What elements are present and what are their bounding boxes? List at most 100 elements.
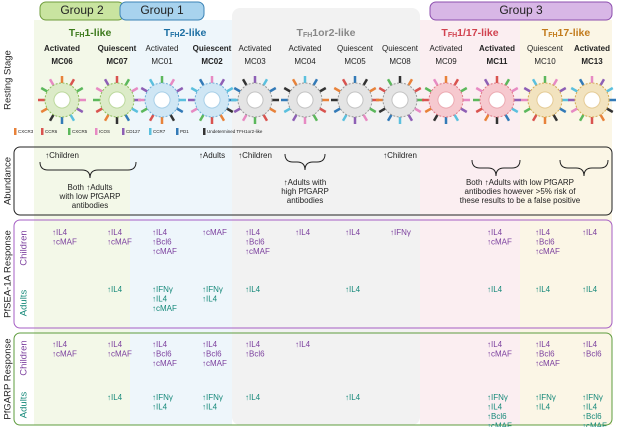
response-marker: ↑IL4 xyxy=(245,393,261,402)
marker-spike xyxy=(460,86,468,93)
cluster-state: Quiescent xyxy=(337,44,374,53)
abundance-box xyxy=(13,146,613,216)
cluster-state: Activated xyxy=(574,44,610,53)
marker-spike xyxy=(578,114,585,122)
response-marker: ↑IL4 xyxy=(202,340,218,349)
response-marker: ↑IL4 xyxy=(345,285,361,294)
cluster-id: MC03 xyxy=(244,57,266,66)
marker-spike xyxy=(169,78,176,86)
marker-spike xyxy=(131,107,139,114)
marker-spike xyxy=(552,78,559,86)
response-marker: ↑IL4 xyxy=(535,285,551,294)
abundance-label: ↑Adults xyxy=(199,151,225,160)
group-label: Group 3 xyxy=(499,3,543,17)
response-marker: ↑cMAF xyxy=(152,304,177,313)
response-marker: ↑IFNγ xyxy=(390,228,411,237)
marker-spike xyxy=(386,114,393,122)
marker-spike xyxy=(504,114,511,122)
marker-spike xyxy=(319,107,327,114)
marker-spike xyxy=(269,107,277,114)
cluster-id: MC06 xyxy=(51,57,73,66)
marker-spike xyxy=(269,86,277,93)
cell-nucleus xyxy=(246,91,264,109)
cluster-state: Activated xyxy=(430,44,463,53)
brace xyxy=(39,161,137,179)
brace xyxy=(559,159,609,177)
marker-spike xyxy=(283,107,291,114)
marker-spike xyxy=(606,107,614,114)
cluster-id: MC01 xyxy=(151,57,173,66)
subset-label-part: FH xyxy=(75,32,84,39)
marker-spike xyxy=(283,86,291,93)
marker-spike xyxy=(432,78,439,86)
marker-spike xyxy=(511,86,519,93)
response-marker: ↑cMAF xyxy=(487,238,512,247)
response-marker: ↑IL4 xyxy=(582,285,598,294)
response-marker: ↑IFNγ xyxy=(152,393,173,402)
marker-spike xyxy=(369,107,377,114)
legend-label: CXCR5 xyxy=(72,129,88,134)
marker-spike xyxy=(95,86,103,93)
cluster-id: MC07 xyxy=(106,57,128,66)
marker-spike xyxy=(76,107,84,114)
response-marker: ↑cMAF xyxy=(52,350,77,359)
subset-label-part: FH xyxy=(303,32,312,39)
abundance-label: ↑Children xyxy=(45,151,79,160)
response-marker: ↑cMAF xyxy=(582,422,607,427)
marker-spike xyxy=(483,114,490,122)
cluster-state: Activated xyxy=(479,44,515,53)
marker-spike xyxy=(219,78,226,86)
response-marker: ↑Bcl6 xyxy=(202,350,222,359)
legend-swatch xyxy=(68,128,71,135)
brace xyxy=(284,153,326,171)
abundance-note: antibodies however >5% risk of xyxy=(465,187,577,196)
band-th1or2 xyxy=(232,8,420,425)
response-marker: ↑IL4 xyxy=(152,295,168,304)
cell-nucleus xyxy=(488,91,506,109)
response-marker: ↑IL4 xyxy=(152,340,168,349)
group-box xyxy=(119,1,205,21)
response-marker: ↑IL4 xyxy=(582,340,598,349)
response-marker: ↑IL4 xyxy=(107,340,123,349)
response-marker: ↑IL4 xyxy=(245,340,261,349)
legend-swatch xyxy=(95,128,98,135)
response-marker: ↑cMAF xyxy=(52,238,77,247)
marker-spike xyxy=(148,114,155,122)
group-label: Group 2 xyxy=(60,3,104,17)
marker-spike xyxy=(453,114,460,122)
legend-label: PD1 xyxy=(180,129,189,134)
response-marker: ↑IFNγ xyxy=(582,393,603,402)
abundance-label: ↑Children xyxy=(238,151,272,160)
response-marker: ↑IL4 xyxy=(487,403,503,412)
abundance-note: antibodies xyxy=(72,201,108,210)
cluster-id: MC04 xyxy=(294,57,316,66)
marker-spike xyxy=(76,86,84,93)
marker-spike xyxy=(124,114,131,122)
response-marker: ↑IL4 xyxy=(487,340,503,349)
cluster-state: Activated xyxy=(289,44,322,53)
response-marker: ↑IFNγ xyxy=(487,393,508,402)
marker-spike xyxy=(140,107,148,114)
marker-spike xyxy=(312,114,319,122)
brace xyxy=(471,159,521,177)
marker-spike xyxy=(378,107,386,114)
abundance-note: Both ↑Adults xyxy=(68,183,113,192)
marker-spike xyxy=(176,86,184,93)
marker-spike xyxy=(190,107,198,114)
marker-spike xyxy=(124,78,131,86)
marker-spike xyxy=(233,86,241,93)
abundance-note: ↑Adults with xyxy=(284,178,327,187)
legend-swatch xyxy=(176,128,179,135)
cluster-id: MC11 xyxy=(487,57,508,66)
age-label: Children xyxy=(19,230,30,265)
cluster-state: Activated xyxy=(239,44,272,53)
cell-nucleus xyxy=(53,91,71,109)
marker-spike xyxy=(378,86,386,93)
marker-spike xyxy=(341,114,348,122)
marker-spike xyxy=(599,78,606,86)
marker-spike xyxy=(103,78,110,86)
cell-nucleus xyxy=(346,91,364,109)
response-marker: ↑IL4 xyxy=(487,228,503,237)
subset-label: TFH2-like xyxy=(164,27,207,39)
response-marker: ↑IL4 xyxy=(245,285,261,294)
